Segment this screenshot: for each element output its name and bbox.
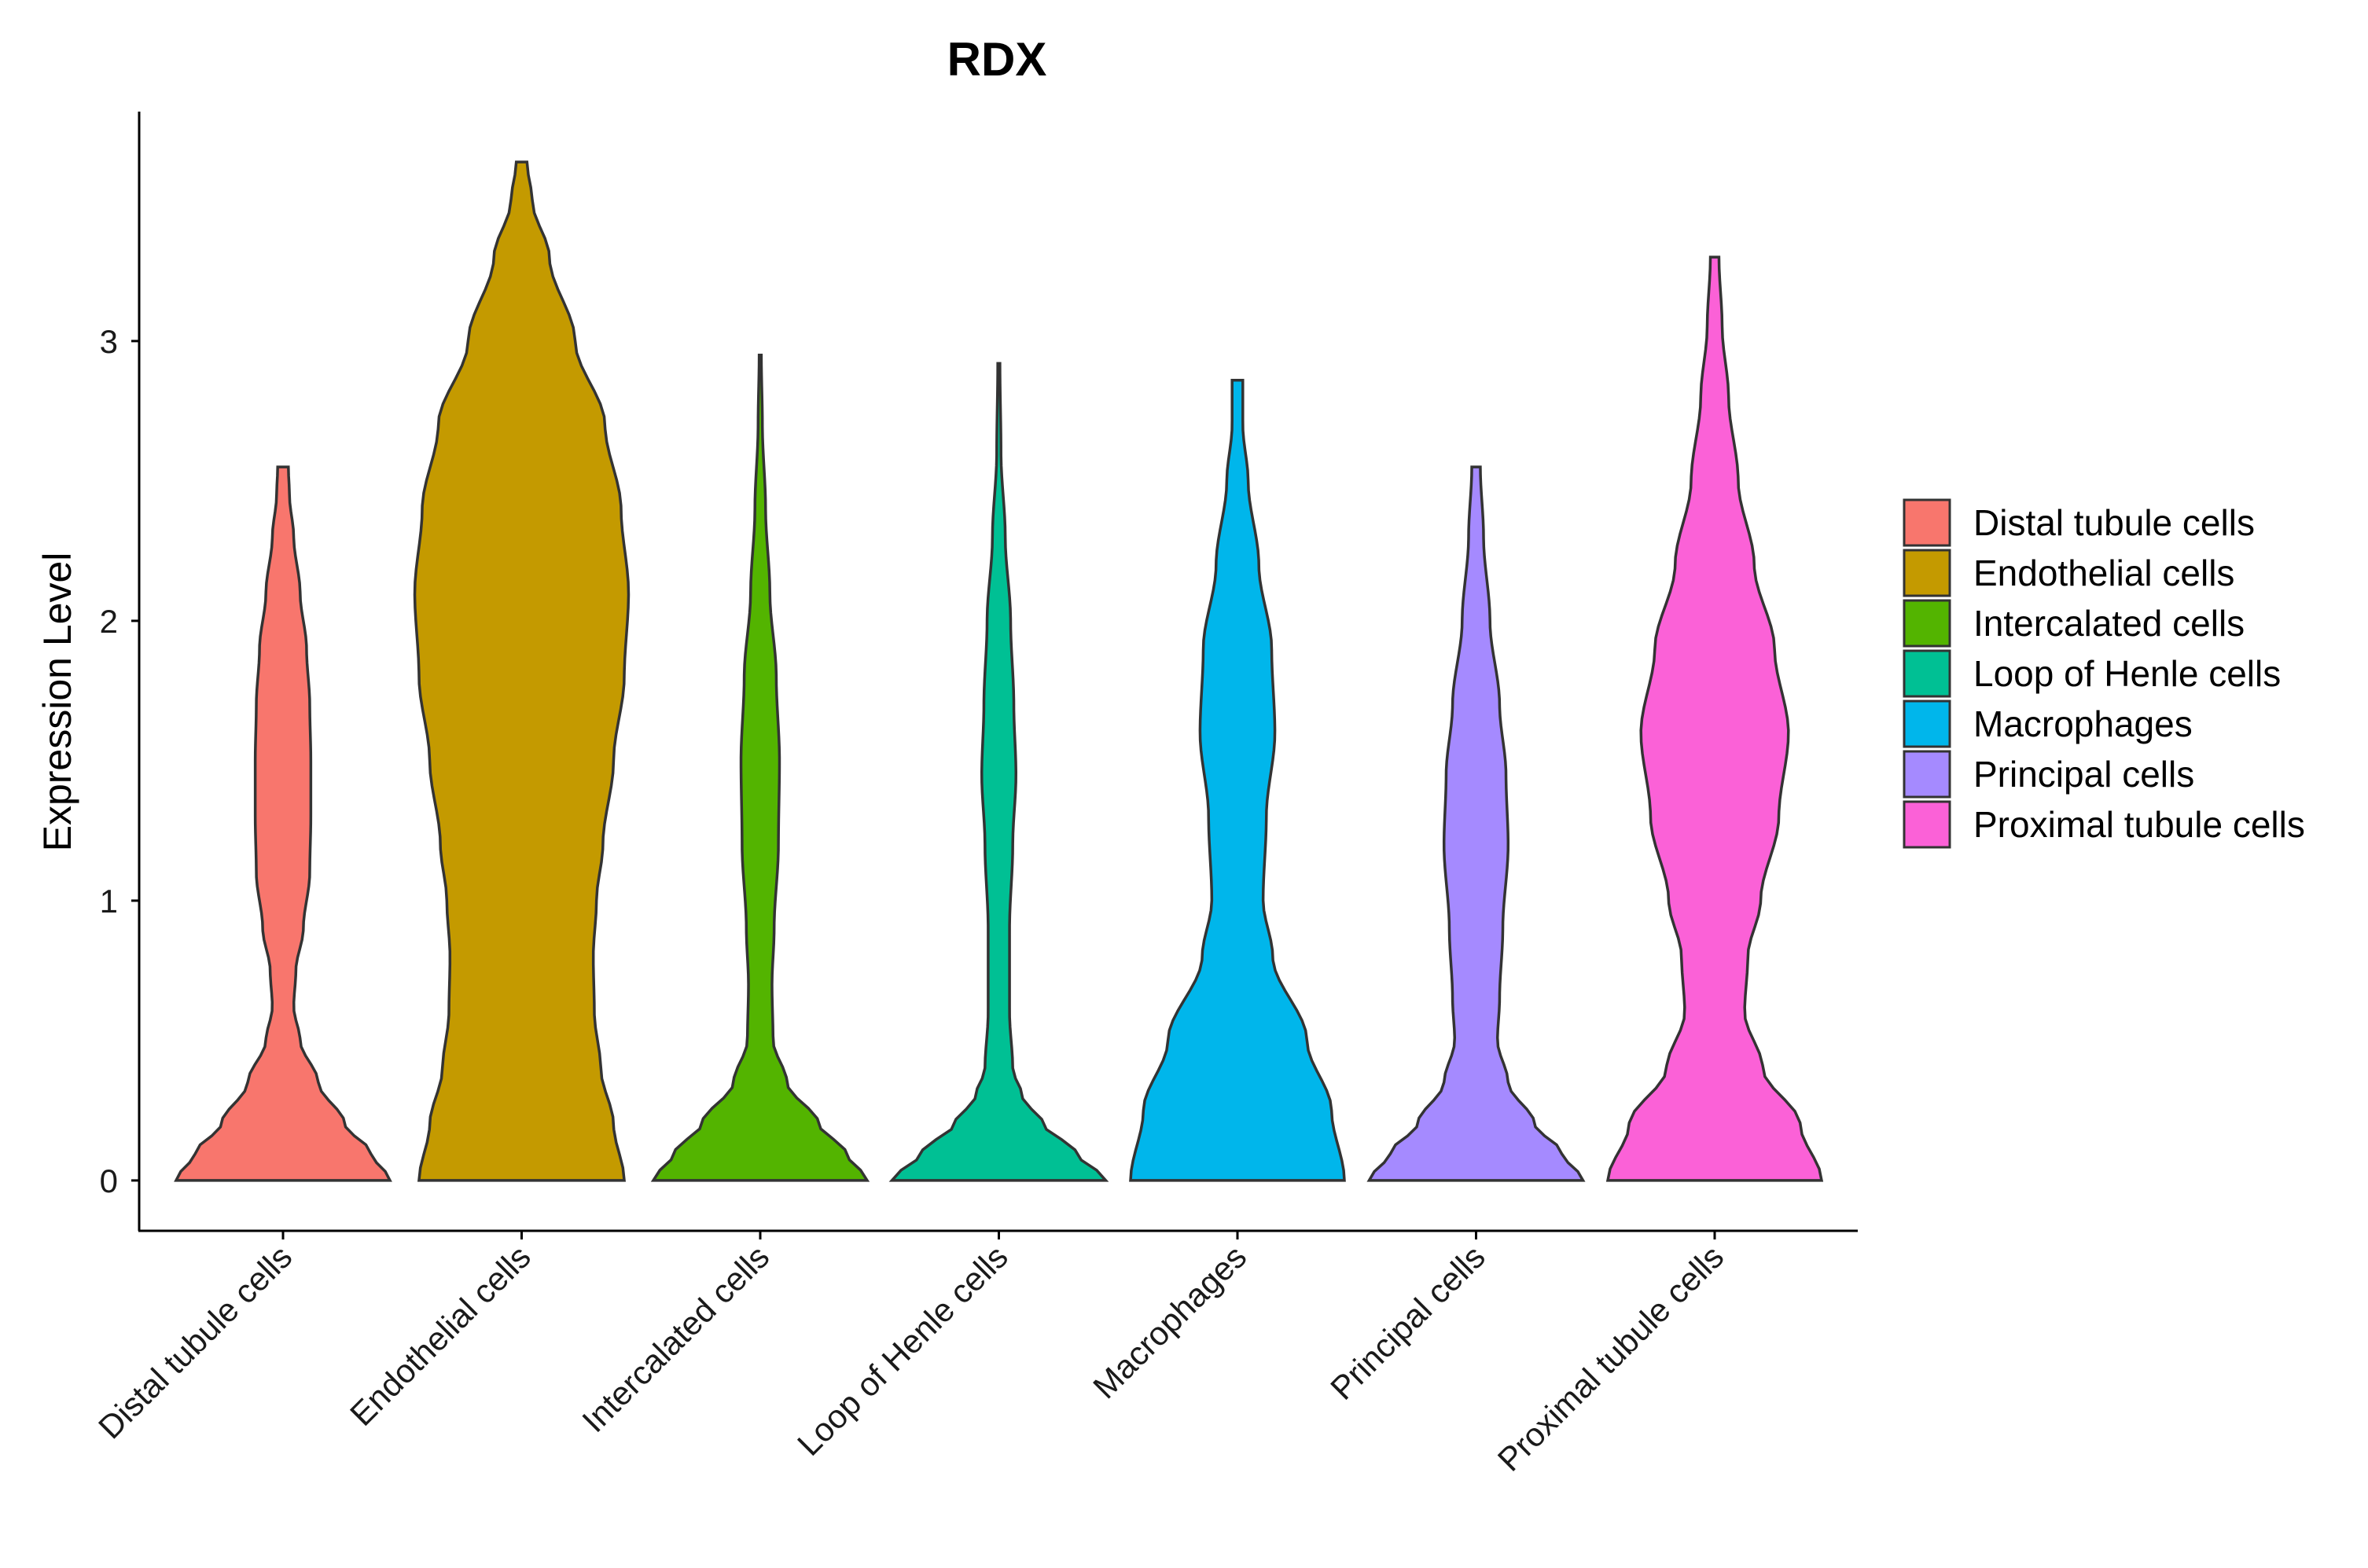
legend-key-distal-tubule-cells (1903, 498, 1951, 547)
legend-key-loop-of-henle-cells (1903, 649, 1951, 698)
violin-loop-of-henle-cells (888, 362, 1109, 1182)
chart-title: RDX (947, 33, 1047, 86)
x-tick-label-loop-of-henle-cells: Loop of Henle cells (790, 1238, 1015, 1463)
legend-key-principal-cells (1903, 750, 1951, 799)
x-tick-label-distal-tubule-cells: Distal tubule cells (91, 1238, 299, 1445)
legend-key-proximal-tubule-cells (1903, 800, 1951, 849)
legend-label-principal-cells: Principal cells (1973, 754, 2194, 795)
legend: Distal tubule cells Endothelial cells Inte… (1903, 498, 2305, 849)
y-axis-ticks: 0 1 2 3 (100, 323, 139, 1199)
legend-label-distal-tubule-cells: Distal tubule cells (1973, 502, 2255, 543)
legend-key-intercalated-cells (1903, 599, 1951, 648)
violin-intercalated-cells (650, 353, 870, 1182)
legend-label-endothelial-cells: Endothelial cells (1973, 553, 2234, 593)
legend-label-proximal-tubule-cells: Proximal tubule cells (1973, 804, 2305, 845)
y-axis-label: Expression Level (35, 553, 79, 852)
legend-label-intercalated-cells: Intercalated cells (1973, 603, 2245, 644)
legend-key-macrophages (1903, 700, 1951, 748)
legend-key-endothelial-cells (1903, 549, 1951, 597)
y-tick-label: 2 (100, 603, 118, 640)
x-tick-label-intercalated-cells: Intercalated cells (575, 1238, 776, 1439)
y-tick-label: 0 (100, 1162, 118, 1199)
legend-label-macrophages: Macrophages (1973, 703, 2193, 744)
legend-label-loop-of-henle-cells: Loop of Henle cells (1973, 653, 2281, 694)
x-tick-label-endothelial-cells: Endothelial cells (343, 1238, 538, 1433)
violin-macrophages (1129, 379, 1346, 1182)
x-tick-label-principal-cells: Principal cells (1323, 1238, 1492, 1407)
y-tick-label: 3 (100, 323, 118, 360)
violin-principal-cells (1366, 465, 1586, 1182)
x-tick-label-proximal-tubule-cells: Proximal tubule cells (1491, 1238, 1731, 1478)
x-axis-ticks: Distal tubule cells Endothelial cells Inte… (91, 1231, 1730, 1478)
y-tick-label: 1 (100, 883, 118, 920)
violins (174, 160, 1824, 1182)
violin-distal-tubule-cells (174, 465, 392, 1182)
x-tick-label-macrophages: Macrophages (1086, 1238, 1253, 1405)
violin-endothelial-cells (413, 160, 631, 1182)
violin-proximal-tubule-cells (1605, 255, 1824, 1182)
